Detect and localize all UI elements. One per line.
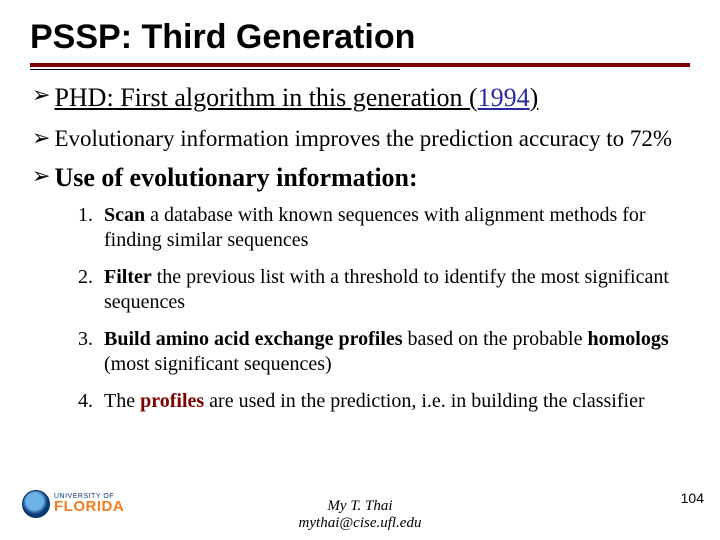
step-4-c: are used in the prediction, i.e. in buil… bbox=[204, 390, 644, 412]
title-rule-thick bbox=[30, 63, 690, 67]
step-1-lead: Scan bbox=[104, 204, 145, 226]
step-2-lead: Filter bbox=[104, 266, 152, 288]
arrow-icon: ➢ bbox=[32, 163, 50, 189]
list-item: 2. Filter the previous list with a thres… bbox=[78, 265, 690, 315]
footer: My T. Thai mythai@cise.ufl.edu bbox=[0, 498, 720, 533]
bullet-1: ➢ PHD: First algorithm in this generatio… bbox=[32, 82, 690, 115]
step-3-lead: Build amino acid exchange profiles bbox=[104, 328, 403, 350]
item-number: 1. bbox=[78, 203, 100, 253]
step-3-b: based on the probable bbox=[403, 328, 588, 350]
item-number: 2. bbox=[78, 265, 100, 315]
bullet-2-text: Evolutionary information improves the pr… bbox=[54, 125, 672, 154]
bullet-3-text: Use of evolutionary information: bbox=[54, 163, 417, 193]
footer-email: mythai@cise.ufl.edu bbox=[0, 515, 720, 532]
page-number: 104 bbox=[681, 490, 704, 506]
item-number: 3. bbox=[78, 327, 100, 377]
step-2-rest: the previous list with a threshold to id… bbox=[104, 266, 669, 313]
list-item: 3. Build amino acid exchange profiles ba… bbox=[78, 327, 690, 377]
numbered-list: 1. Scan a database with known sequences … bbox=[78, 203, 690, 414]
list-item: 4. The profiles are used in the predicti… bbox=[78, 389, 690, 414]
bullet-1-suffix: ) bbox=[530, 83, 539, 112]
bullet-1-mid: First algorithm in this generation ( bbox=[114, 83, 478, 112]
slide-title: PSSP: Third Generation bbox=[30, 18, 690, 57]
title-rule-thin bbox=[30, 69, 400, 70]
bullet-1-year: 1994 bbox=[478, 83, 530, 112]
step-3-c: homologs bbox=[588, 328, 669, 350]
arrow-icon: ➢ bbox=[32, 125, 50, 151]
step-1-rest: a database with known sequences with ali… bbox=[104, 204, 646, 251]
item-number: 4. bbox=[78, 389, 100, 414]
bullet-2: ➢ Evolutionary information improves the … bbox=[32, 125, 690, 154]
bullet-1-lead: PHD: bbox=[54, 83, 113, 112]
step-3-d: (most significant sequences) bbox=[104, 353, 332, 375]
list-item: 1. Scan a database with known sequences … bbox=[78, 203, 690, 253]
footer-name: My T. Thai bbox=[0, 498, 720, 515]
step-4-a: The bbox=[104, 390, 140, 412]
step-4-profiles: profiles bbox=[140, 390, 204, 412]
bullet-3: ➢ Use of evolutionary information: bbox=[32, 163, 690, 193]
arrow-icon: ➢ bbox=[32, 82, 50, 108]
